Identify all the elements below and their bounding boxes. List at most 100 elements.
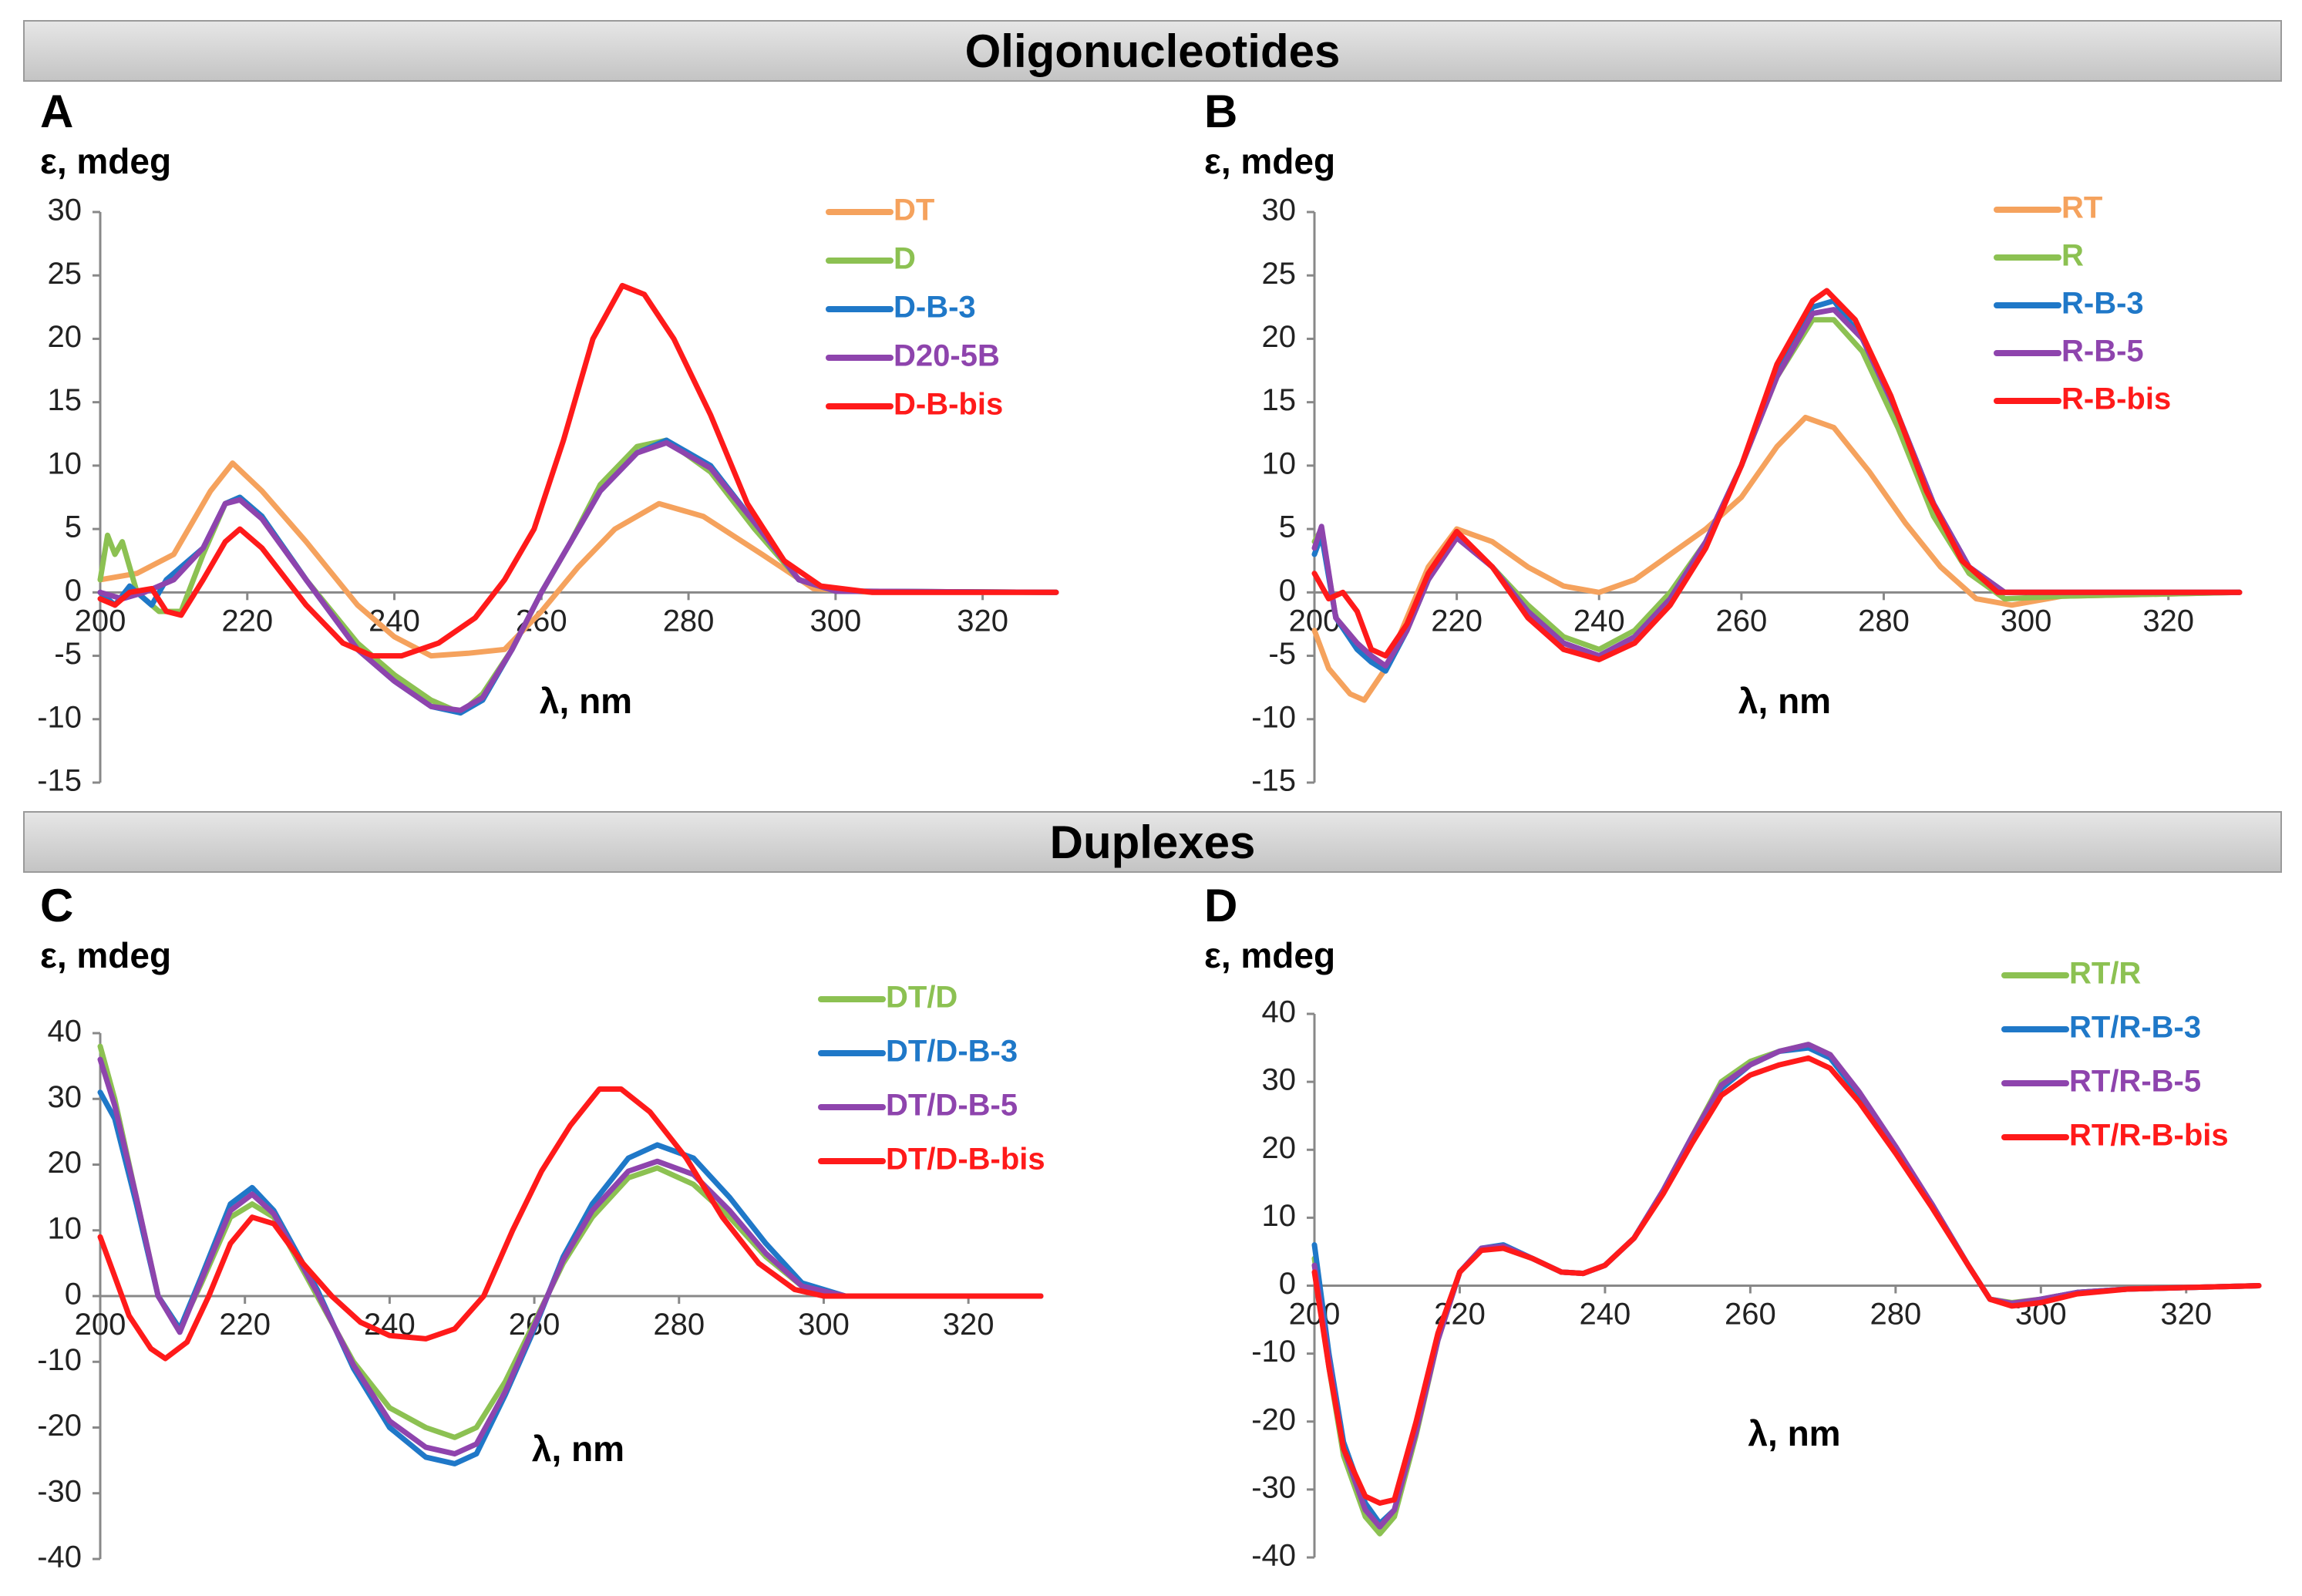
legend-label: DT/D-B-bis xyxy=(886,1143,1045,1177)
x-tick-label: 240 xyxy=(1573,604,1625,638)
y-tick-label: 20 xyxy=(1262,1131,1297,1165)
legend-label: R-B-3 xyxy=(2061,287,2144,321)
x-axis-label: λ, nm xyxy=(1748,1413,1840,1453)
series-line-dt-d-b-5 xyxy=(97,1056,1044,1457)
panel-letter: A xyxy=(40,86,73,137)
y-tick-label: 0 xyxy=(1279,574,1296,608)
legend-label: D-B-bis xyxy=(894,388,1003,422)
series-line-dt-d-b-bis xyxy=(97,1086,1044,1362)
oligonucleotides-banner: Oligonucleotides xyxy=(23,20,2282,82)
x-tick-label: 220 xyxy=(219,1308,271,1342)
y-tick-label: -20 xyxy=(1251,1402,1296,1436)
panel-letter: B xyxy=(1204,86,1237,137)
x-tick-label: 280 xyxy=(663,604,715,638)
y-tick-label: 25 xyxy=(48,257,82,291)
y-tick-label: 5 xyxy=(1279,510,1296,544)
legend-label: D20-5B xyxy=(894,339,1000,373)
legend-label: RT/R-B-3 xyxy=(2069,1011,2201,1045)
y-tick-label: 15 xyxy=(1262,383,1297,417)
x-tick-label: 200 xyxy=(75,604,126,638)
y-tick-label: -10 xyxy=(1251,1335,1296,1369)
legend-label: D-B-3 xyxy=(894,291,976,325)
x-tick-label: 320 xyxy=(2160,1298,2212,1332)
panel-letter: C xyxy=(40,880,73,931)
panel-letter: D xyxy=(1204,880,1237,931)
y-tick-label: 40 xyxy=(48,1015,82,1049)
y-tick-label: -5 xyxy=(54,637,82,671)
y-axis-label: ε, mdeg xyxy=(1204,141,1335,181)
x-tick-label: 320 xyxy=(957,604,1008,638)
y-tick-label: 30 xyxy=(1262,1063,1297,1097)
legend-label: DT/D-B-5 xyxy=(886,1089,1018,1123)
y-tick-label: 30 xyxy=(48,1080,82,1114)
y-tick-label: 10 xyxy=(48,1211,82,1245)
y-tick-label: 5 xyxy=(65,510,82,544)
series-line-rt-r-b-bis xyxy=(1311,1055,2262,1506)
y-tick-label: 20 xyxy=(48,320,82,354)
x-tick-label: 240 xyxy=(1580,1298,1631,1332)
y-tick-label: 40 xyxy=(1262,995,1297,1029)
legend-label: DT/D-B-3 xyxy=(886,1035,1018,1069)
y-tick-label: -10 xyxy=(1251,700,1296,734)
y-tick-label: 20 xyxy=(1262,320,1297,354)
x-axis-label: λ, nm xyxy=(1738,681,1831,721)
x-tick-label: 280 xyxy=(1870,1298,1921,1332)
y-tick-label: -5 xyxy=(1268,637,1296,671)
y-tick-label: -15 xyxy=(1251,764,1296,798)
legend-label: DT xyxy=(894,194,934,227)
y-tick-label: 0 xyxy=(1279,1267,1296,1301)
legend-label: R-B-bis xyxy=(2061,382,2171,416)
y-tick-label: 25 xyxy=(1262,257,1297,291)
x-tick-label: 260 xyxy=(1715,604,1767,638)
x-tick-label: 220 xyxy=(221,604,273,638)
y-axis-label: ε, mdeg xyxy=(40,935,171,975)
legend-label: R-B-5 xyxy=(2061,335,2144,369)
x-tick-label: 320 xyxy=(2142,604,2194,638)
y-axis-label: ε, mdeg xyxy=(40,141,171,181)
y-tick-label: 10 xyxy=(48,446,82,480)
y-tick-label: 0 xyxy=(65,1278,82,1311)
series-line-d xyxy=(97,437,1059,716)
legend-label: RT/R-B-5 xyxy=(2069,1065,2201,1099)
x-tick-label: 320 xyxy=(943,1308,995,1342)
y-tick-label: -10 xyxy=(37,1343,82,1377)
y-tick-label: -10 xyxy=(37,700,82,734)
y-axis-label: ε, mdeg xyxy=(1204,935,1335,975)
legend-label: RT xyxy=(2061,191,2102,225)
legend-label: D xyxy=(894,242,916,276)
x-tick-label: 200 xyxy=(75,1308,126,1342)
x-tick-label: 280 xyxy=(1858,604,1910,638)
legend-label: RT/R xyxy=(2069,957,2141,991)
legend-label: DT/D xyxy=(886,981,957,1015)
y-tick-label: -40 xyxy=(37,1540,82,1574)
series-line-rt xyxy=(1311,414,2243,703)
y-tick-label: 10 xyxy=(1262,1199,1297,1233)
x-tick-label: 260 xyxy=(1725,1298,1776,1332)
x-tick-label: 300 xyxy=(798,1308,850,1342)
y-tick-label: -40 xyxy=(1251,1539,1296,1573)
y-tick-label: 10 xyxy=(1262,446,1297,480)
x-axis-label: λ, nm xyxy=(540,681,632,721)
y-tick-label: -20 xyxy=(37,1409,82,1443)
y-tick-label: 15 xyxy=(48,383,82,417)
y-tick-label: -30 xyxy=(1251,1470,1296,1504)
legend-label: RT/R-B-bis xyxy=(2069,1119,2229,1153)
series-line-r-b-bis xyxy=(1311,288,2243,662)
y-tick-label: 0 xyxy=(65,574,82,608)
y-tick-label: 30 xyxy=(1262,194,1297,227)
legend-label: R xyxy=(2061,239,2084,273)
y-tick-label: -15 xyxy=(37,764,82,798)
series-line-d-b-bis xyxy=(97,282,1059,659)
x-tick-label: 300 xyxy=(2001,604,2052,638)
series-line-d20-5b xyxy=(97,439,1059,713)
series-line-d-b-3 xyxy=(97,437,1059,716)
duplexes-banner: Duplexes xyxy=(23,811,2282,873)
x-tick-label: 200 xyxy=(1289,1298,1341,1332)
series-line-dt xyxy=(97,460,1059,659)
x-tick-label: 220 xyxy=(1431,604,1483,638)
x-tick-label: 300 xyxy=(809,604,861,638)
